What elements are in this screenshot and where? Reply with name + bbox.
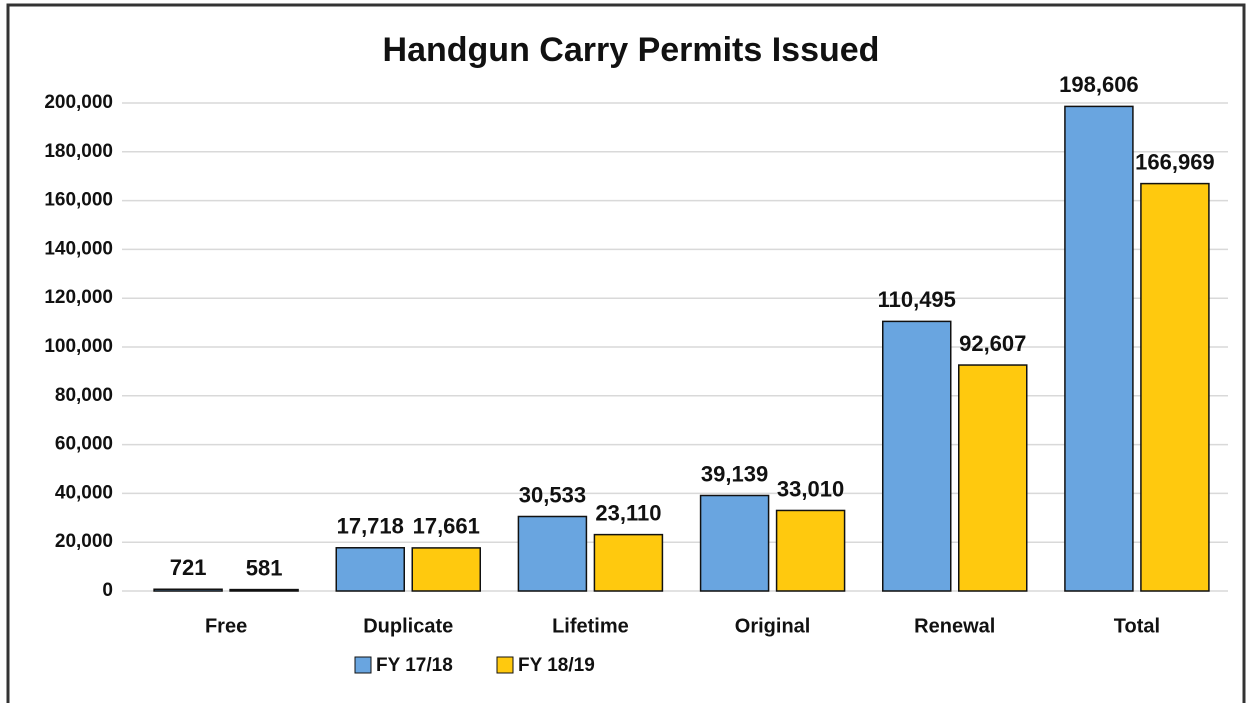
value-label: 33,010 bbox=[777, 476, 844, 501]
value-label: 721 bbox=[170, 555, 207, 580]
y-tick-label: 160,000 bbox=[44, 190, 113, 211]
frame bbox=[6, 3, 1246, 703]
x-tick-label: Duplicate bbox=[363, 615, 453, 637]
x-tick-label: Lifetime bbox=[552, 615, 629, 637]
y-tick-label: 120,000 bbox=[44, 287, 113, 308]
legend-label: FY 18/19 bbox=[518, 655, 595, 676]
y-tick-label: 200,000 bbox=[44, 92, 113, 113]
value-label: 166,969 bbox=[1135, 149, 1215, 174]
y-tick-label: 0 bbox=[102, 580, 113, 601]
bar bbox=[958, 364, 1028, 592]
bar bbox=[593, 533, 664, 592]
bar bbox=[411, 547, 481, 592]
legend-swatch bbox=[354, 656, 372, 674]
x-tick-label: Original bbox=[735, 615, 811, 637]
x-tick-label: Total bbox=[1114, 615, 1160, 637]
bar bbox=[882, 320, 952, 592]
value-label: 39,139 bbox=[701, 461, 768, 486]
x-tick-label: Renewal bbox=[914, 615, 995, 637]
bar bbox=[335, 547, 405, 592]
value-label: 30,533 bbox=[519, 482, 586, 507]
value-label: 198,606 bbox=[1059, 72, 1139, 97]
value-label: 17,718 bbox=[337, 514, 404, 539]
y-tick-label: 40,000 bbox=[55, 482, 113, 503]
bar bbox=[1140, 182, 1210, 592]
value-label: 23,110 bbox=[595, 500, 661, 525]
y-tick-label: 180,000 bbox=[44, 141, 113, 162]
value-label: 581 bbox=[246, 555, 283, 580]
value-label: 92,607 bbox=[959, 331, 1026, 356]
y-tick-label: 80,000 bbox=[55, 385, 113, 406]
y-tick-label: 100,000 bbox=[44, 336, 113, 357]
bar bbox=[517, 515, 588, 592]
bar bbox=[775, 509, 846, 592]
y-tick-label: 140,000 bbox=[44, 238, 113, 259]
x-tick-label: Free bbox=[205, 615, 247, 637]
bar bbox=[229, 588, 299, 592]
value-label: 110,495 bbox=[878, 287, 956, 312]
legend-label: FY 17/18 bbox=[376, 655, 453, 676]
legend-swatch bbox=[496, 656, 514, 674]
bar bbox=[699, 494, 770, 592]
value-label: 17,661 bbox=[413, 514, 480, 539]
chart-title: Handgun Carry Permits Issued bbox=[383, 31, 880, 69]
y-tick-label: 20,000 bbox=[55, 531, 113, 552]
bar bbox=[153, 588, 223, 592]
bar bbox=[1064, 105, 1134, 592]
y-tick-label: 60,000 bbox=[55, 434, 113, 455]
